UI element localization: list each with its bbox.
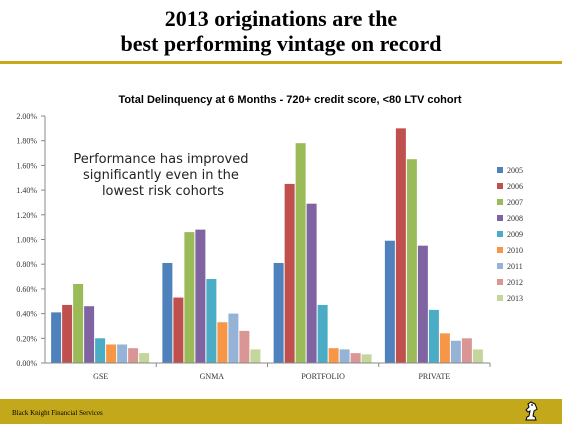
title-divider [0,61,562,64]
bar-portfolio-2011 [339,349,350,363]
y-tick-label: 0.00% [16,359,37,368]
bar-gse-2005 [51,312,62,363]
bar-portfolio-2007 [295,143,306,363]
legend-swatch-2006 [497,183,503,189]
bar-gse-2010 [106,344,117,363]
legend-label-2007: 2007 [507,198,523,207]
y-tick-label: 2.00% [16,112,37,121]
legend-label-2008: 2008 [507,214,523,223]
bar-gse-2012 [128,348,139,363]
bar-private-2013 [472,349,483,363]
footer-company-name: Black Knight Financial Services [12,409,103,417]
bar-gnma-2008 [195,229,206,363]
y-axis: 0.00% 0.20% 0.40% 0.60% 0.80% 1.00% 1.20% 1.40%… [16,112,46,368]
legend-swatch-2010 [497,247,503,253]
bar-portfolio-2010 [328,348,339,363]
legend: 2005 2006 2007 2008 2009 2010 2011 2012 2013 [497,166,523,303]
x-category-label: GNMA [200,372,225,381]
bar-private-2007 [406,159,417,363]
delinquency-chart: Total Delinquency at 6 Months - 720+ cre… [16,94,523,381]
bar-private-2012 [461,338,472,363]
bar-gnma-2005 [162,262,173,363]
bar-gnma-2011 [228,313,239,363]
bar-gnma-2009 [206,279,217,363]
bar-gse-2006 [62,304,73,363]
legend-swatch-2013 [497,295,503,301]
legend-swatch-2011 [497,263,503,269]
slide-title: 2013 originations are the best performin… [0,6,562,56]
legend-label-2010: 2010 [507,246,523,255]
x-category-label: GSE [93,372,108,381]
bar-portfolio-2009 [317,304,328,363]
legend-label-2012: 2012 [507,278,523,287]
legend-label-2011: 2011 [507,262,523,271]
bar-portfolio-2005 [273,262,284,363]
bar-gse-2011 [117,344,128,363]
y-tick-label: 0.60% [16,285,37,294]
bar-portfolio-2008 [306,203,317,363]
bar-private-2009 [428,309,439,363]
legend-label-2005: 2005 [507,166,523,175]
title-line-1: 2013 originations are the [164,6,398,31]
legend-swatch-2008 [497,215,503,221]
y-tick-label: 0.80% [16,260,37,269]
bars [51,128,483,363]
bar-private-2010 [439,333,450,363]
bar-private-2005 [384,240,395,363]
x-axis: GSE GNMA PORTFOLIO PRIVATE [45,362,491,381]
legend-label-2006: 2006 [507,182,523,191]
x-category-label: PRIVATE [418,372,450,381]
bar-gnma-2012 [239,330,250,363]
y-tick-label: 1.60% [16,161,37,170]
y-tick-label: 1.80% [16,137,37,146]
bar-private-2011 [450,340,461,363]
x-category-label: PORTFOLIO [301,372,345,381]
bar-gnma-2013 [250,349,261,363]
bar-portfolio-2006 [284,183,295,363]
bar-gnma-2010 [217,322,228,363]
footer-bar: Black Knight Financial Services [0,399,562,424]
y-tick-label: 0.20% [16,334,37,343]
chart-annotation: Performance has improved significantly e… [73,152,252,199]
chart-title: Total Delinquency at 6 Months - 720+ cre… [118,94,461,106]
y-tick-label: 1.40% [16,186,37,195]
legend-swatch-2012 [497,279,503,285]
bar-gse-2009 [95,338,106,363]
bar-gse-2013 [139,353,150,363]
bar-gnma-2007 [184,232,195,363]
legend-label-2013: 2013 [507,294,523,303]
bar-private-2006 [395,128,406,363]
y-tick-label: 1.20% [16,211,37,220]
legend-swatch-2005 [497,167,503,173]
y-tick-label: 1.00% [16,236,37,245]
legend-swatch-2009 [497,231,503,237]
y-tick-label: 0.40% [16,310,37,319]
title-line-2: best performing vintage on record [120,31,442,56]
legend-swatch-2007 [497,199,503,205]
legend-label-2009: 2009 [507,230,523,239]
bar-portfolio-2013 [361,354,372,363]
bar-gse-2007 [73,283,84,363]
knight-logo-icon [525,401,538,421]
bar-gse-2008 [84,306,95,363]
bar-gnma-2006 [173,297,184,363]
bar-portfolio-2012 [350,353,361,363]
bar-private-2008 [417,245,428,363]
